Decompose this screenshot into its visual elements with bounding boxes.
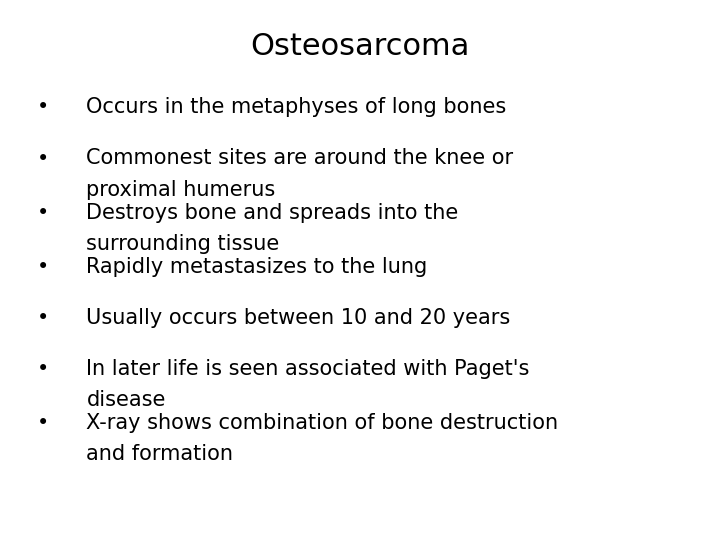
- Text: •: •: [37, 413, 50, 433]
- Text: Usually occurs between 10 and 20 years: Usually occurs between 10 and 20 years: [86, 308, 510, 328]
- Text: Osteosarcoma: Osteosarcoma: [251, 32, 469, 62]
- Text: •: •: [37, 308, 50, 328]
- Text: •: •: [37, 202, 50, 222]
- Text: Destroys bone and spreads into the: Destroys bone and spreads into the: [86, 202, 459, 222]
- Text: Commonest sites are around the knee or: Commonest sites are around the knee or: [86, 148, 513, 168]
- Text: and formation: and formation: [86, 444, 233, 464]
- Text: disease: disease: [86, 390, 166, 410]
- Text: surrounding tissue: surrounding tissue: [86, 234, 279, 254]
- Text: •: •: [37, 256, 50, 276]
- Text: Rapidly metastasizes to the lung: Rapidly metastasizes to the lung: [86, 256, 428, 276]
- Text: •: •: [37, 359, 50, 379]
- Text: •: •: [37, 97, 50, 117]
- Text: X-ray shows combination of bone destruction: X-ray shows combination of bone destruct…: [86, 413, 559, 433]
- Text: Occurs in the metaphyses of long bones: Occurs in the metaphyses of long bones: [86, 97, 507, 117]
- Text: In later life is seen associated with Paget's: In later life is seen associated with Pa…: [86, 359, 530, 379]
- Text: •: •: [37, 148, 50, 168]
- Text: proximal humerus: proximal humerus: [86, 180, 276, 200]
